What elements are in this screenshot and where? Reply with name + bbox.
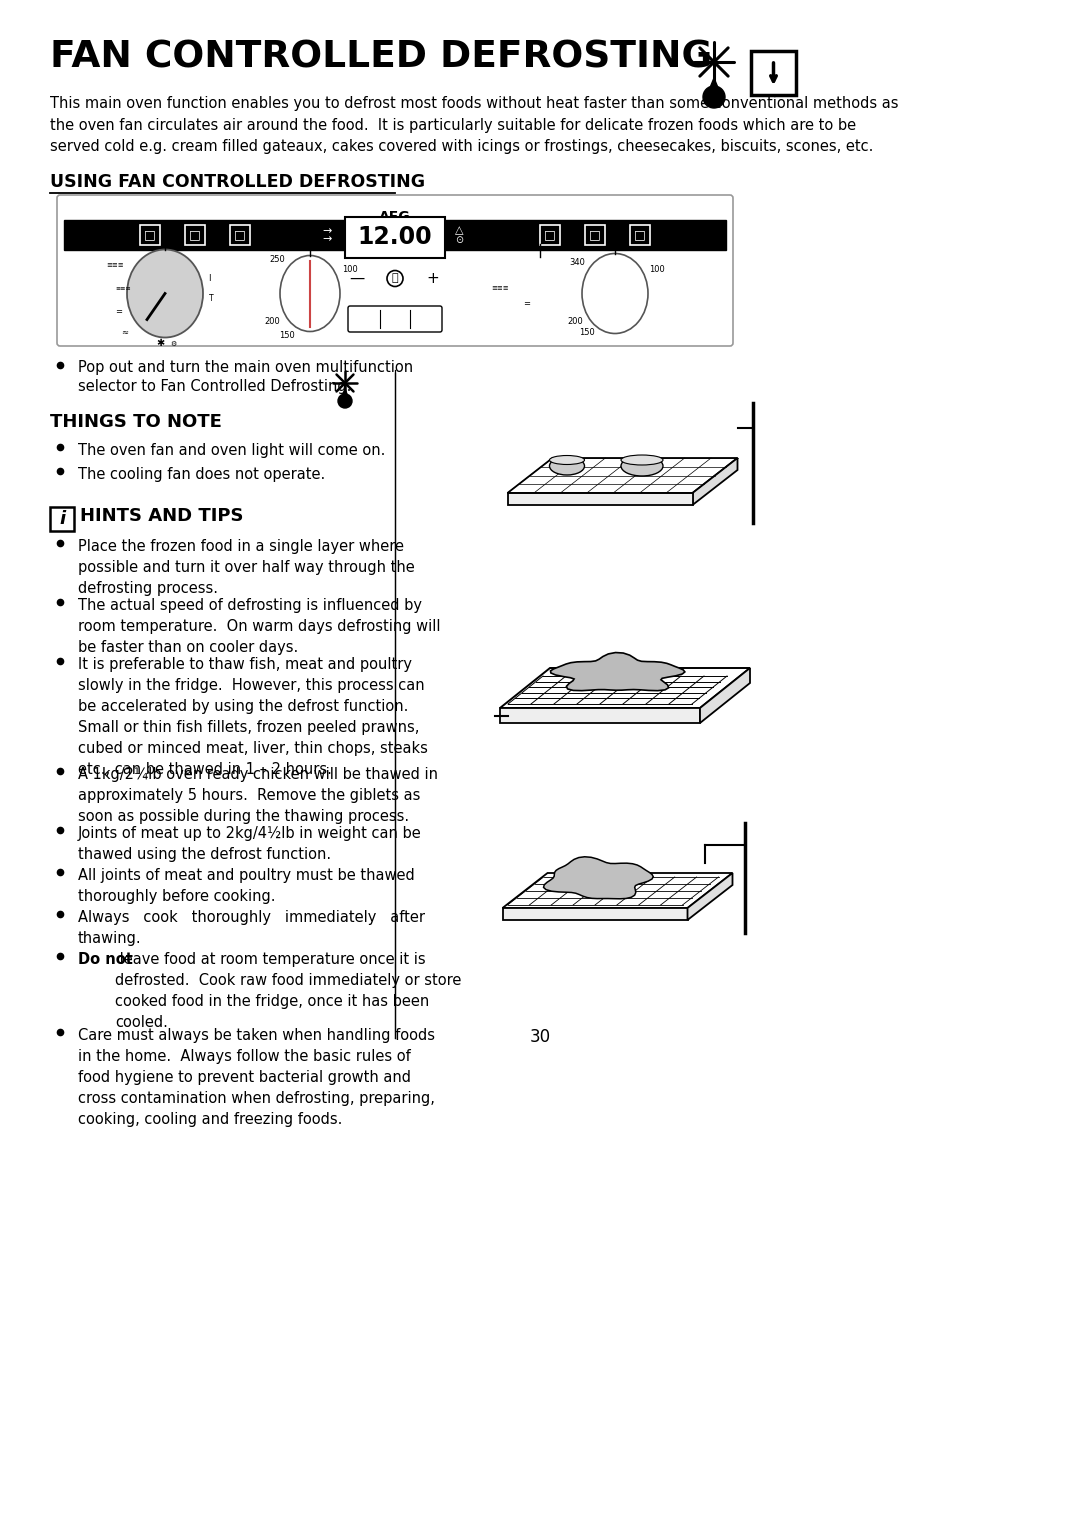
Text: =: = [116, 307, 122, 316]
Text: Place the frozen food in a single layer where
possible and turn it over half way: Place the frozen food in a single layer … [78, 539, 415, 596]
Text: Care must always be taken when handling foods
in the home.  Always follow the ba: Care must always be taken when handling … [78, 1028, 435, 1128]
Polygon shape [707, 78, 721, 95]
FancyBboxPatch shape [57, 196, 733, 345]
Text: ≡≡≡: ≡≡≡ [116, 286, 131, 290]
Polygon shape [341, 390, 349, 399]
Text: 200: 200 [265, 316, 280, 325]
FancyBboxPatch shape [345, 217, 445, 258]
Text: ≈: ≈ [121, 327, 129, 336]
Polygon shape [692, 458, 738, 504]
FancyBboxPatch shape [348, 306, 442, 332]
Text: It is preferable to thaw fish, meat and poultry
slowly in the fridge.  However, : It is preferable to thaw fish, meat and … [78, 657, 428, 778]
Ellipse shape [550, 457, 584, 475]
Text: ≡≡≡: ≡≡≡ [106, 263, 124, 269]
Text: —: — [349, 270, 365, 286]
FancyBboxPatch shape [185, 225, 205, 244]
Text: This main oven function enables you to defrost most foods without heat faster th: This main oven function enables you to d… [50, 96, 899, 154]
FancyBboxPatch shape [585, 225, 605, 244]
FancyBboxPatch shape [140, 225, 160, 244]
Text: THINGS TO NOTE: THINGS TO NOTE [50, 413, 221, 431]
Polygon shape [500, 707, 700, 723]
Text: i: i [59, 510, 65, 529]
Text: ⏻: ⏻ [392, 274, 399, 284]
Text: 300: 300 [607, 241, 623, 251]
Text: AEG: AEG [379, 209, 410, 225]
Polygon shape [508, 494, 692, 504]
Polygon shape [543, 857, 653, 898]
Text: ≡≡≡: ≡≡≡ [491, 286, 509, 292]
Text: 12.00: 12.00 [357, 226, 432, 249]
Text: 200: 200 [567, 316, 583, 325]
Text: leave food at room temperature once it is
defrosted.  Cook raw food immediately : leave food at room temperature once it i… [116, 952, 461, 1030]
Circle shape [387, 270, 403, 287]
Text: ✱: ✱ [156, 339, 164, 348]
FancyBboxPatch shape [540, 225, 561, 244]
Polygon shape [508, 458, 738, 494]
Text: 100: 100 [342, 264, 357, 274]
Polygon shape [500, 668, 750, 707]
Text: □: □ [234, 229, 246, 241]
Text: →: → [322, 234, 332, 244]
Polygon shape [502, 872, 732, 908]
Text: The cooling fan does not operate.: The cooling fan does not operate. [78, 468, 325, 481]
Ellipse shape [621, 455, 663, 465]
Text: Pop out and turn the main oven multifunction: Pop out and turn the main oven multifunc… [78, 361, 414, 374]
Text: T: T [208, 293, 214, 303]
Bar [64, 220, 726, 251]
Text: I: I [207, 274, 211, 283]
Text: 150: 150 [279, 330, 295, 339]
Text: =: = [524, 299, 530, 309]
Text: Joints of meat up to 2kg/4½lb in weight can be
thawed using the defrost function: Joints of meat up to 2kg/4½lb in weight … [78, 827, 422, 862]
Text: →: → [322, 226, 332, 235]
Text: A 1kg/2¼Ib oven ready chicken will be thawed in
approximately 5 hours.  Remove t: A 1kg/2¼Ib oven ready chicken will be th… [78, 767, 438, 824]
Text: △: △ [455, 225, 463, 235]
Text: 30: 30 [529, 1028, 551, 1047]
Ellipse shape [127, 249, 203, 338]
Text: 340: 340 [569, 258, 585, 267]
Polygon shape [700, 668, 750, 723]
Circle shape [338, 394, 352, 408]
Text: The actual speed of defrosting is influenced by
room temperature.  On warm days : The actual speed of defrosting is influe… [78, 597, 441, 656]
Polygon shape [502, 908, 688, 920]
Text: □: □ [144, 229, 156, 241]
FancyBboxPatch shape [630, 225, 650, 244]
Ellipse shape [582, 254, 648, 333]
Bar [751, 50, 796, 95]
Polygon shape [551, 652, 685, 691]
Text: □: □ [189, 229, 201, 241]
Ellipse shape [621, 455, 663, 477]
Text: Do not: Do not [78, 952, 133, 967]
Text: ⚙: ⚙ [170, 341, 176, 347]
Text: USING FAN CONTROLLED DEFROSTING: USING FAN CONTROLLED DEFROSTING [50, 173, 426, 191]
Ellipse shape [280, 255, 340, 332]
Bar [50, 507, 75, 532]
FancyBboxPatch shape [230, 225, 249, 244]
Text: 150: 150 [579, 329, 595, 338]
Text: +: + [427, 270, 440, 286]
Text: selector to Fan Controlled Defrosting.: selector to Fan Controlled Defrosting. [78, 379, 351, 394]
Text: HINTS AND TIPS: HINTS AND TIPS [80, 507, 243, 526]
Text: Always   cook   thoroughly   immediately   after
thawing.: Always cook thoroughly immediately after… [78, 911, 426, 946]
Text: 100: 100 [649, 264, 665, 274]
Polygon shape [688, 872, 732, 920]
Text: FAN CONTROLLED DEFROSTING: FAN CONTROLLED DEFROSTING [50, 40, 712, 76]
Text: The oven fan and oven light will come on.: The oven fan and oven light will come on… [78, 443, 386, 458]
Ellipse shape [550, 455, 584, 465]
Text: □: □ [589, 229, 600, 241]
Text: 250: 250 [270, 255, 285, 264]
Text: ⊙: ⊙ [455, 235, 463, 244]
Text: □: □ [544, 229, 556, 241]
Text: All joints of meat and poultry must be thawed
thoroughly before cooking.: All joints of meat and poultry must be t… [78, 868, 415, 905]
Circle shape [703, 86, 725, 108]
Text: □: □ [634, 229, 646, 241]
